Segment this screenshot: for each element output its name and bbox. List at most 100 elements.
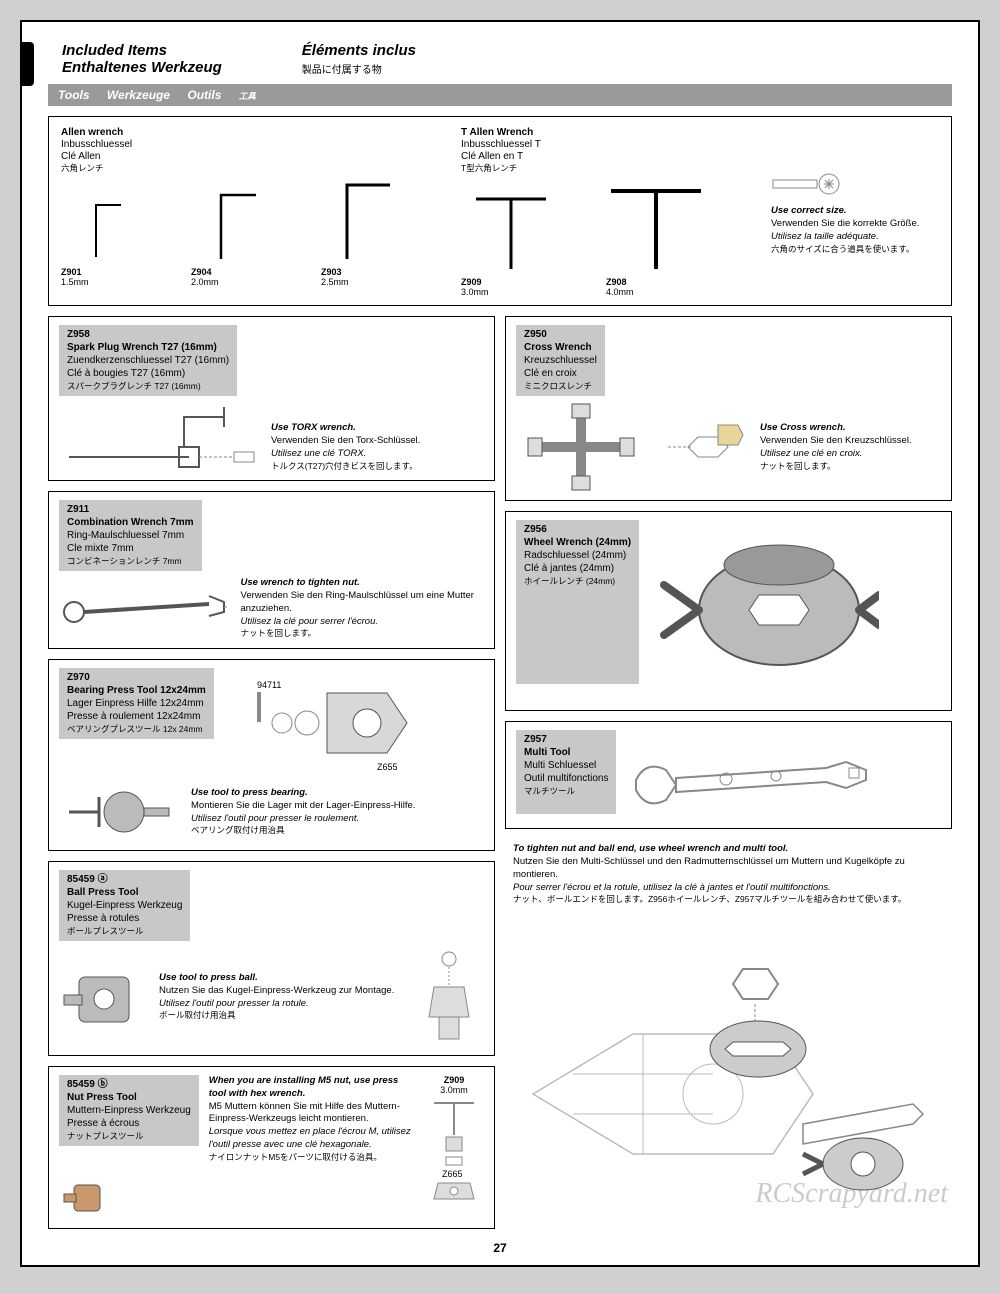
side-tab — [20, 42, 34, 86]
wheel-wrench-icon — [649, 520, 879, 690]
title-en: Cross Wrench — [524, 342, 592, 353]
spark-plug-wrench-icon — [59, 402, 259, 472]
note-jp: ナットを回します。 — [241, 628, 484, 639]
note-fr: Utilisez l'outil pour presser la rotule. — [159, 998, 404, 1011]
size: 4.0mm — [606, 287, 634, 297]
box-z958: Z958 Spark Plug Wrench T27 (16mm) Zuendk… — [48, 316, 495, 481]
multi-tool-icon — [626, 730, 886, 820]
size-note-de: Verwenden Sie die korrekte Größe. — [771, 218, 939, 231]
title-en: Nut Press Tool — [67, 1092, 137, 1103]
size-note-jp: 六角のサイズに合う道具を使います。 — [771, 244, 939, 255]
box-85459a: 85459 ⓐ Ball Press Tool Kugel-Einpress W… — [48, 861, 495, 1056]
title-de: Kugel-Einpress Werkzeug — [67, 900, 182, 911]
title-jp: スパークプラグレンチ T27 (16mm) — [67, 381, 201, 391]
size: 1.5mm — [61, 277, 89, 287]
title-de: Kreuzschluessel — [524, 355, 597, 366]
nut-press-icon — [59, 1170, 119, 1220]
note-de: Verwenden Sie den Kreuzschlüssel. — [760, 435, 912, 448]
title-en: Spark Plug Wrench T27 (16mm) — [67, 342, 217, 353]
t-allen-icon — [466, 187, 556, 277]
note-jp: ボール取付け用治具 — [159, 1010, 404, 1021]
note-en: Use tool to press bearing. — [191, 787, 415, 800]
tallen-en: T Allen Wrench — [461, 127, 721, 139]
tallen-fr: Clé Allen en T — [461, 151, 721, 163]
note-en: Use Cross wrench. — [760, 422, 912, 435]
ball-press-icon — [59, 957, 149, 1037]
title-de: Radschluessel (24mm) — [524, 550, 626, 561]
title-en: Wheel Wrench (24mm) — [524, 537, 631, 548]
note-de: Verwenden Sie den Torx-Schlüssel. — [271, 435, 420, 448]
title-jp: ボールプレスツール — [67, 926, 144, 936]
section-en: Tools — [58, 88, 90, 102]
note-jp: ナット、ボールエンドを回します。Z956ホイールレンチ、Z957マルチツールを組… — [513, 894, 944, 905]
screw-icon — [771, 169, 841, 199]
note-fr: Pour serrer l'écrou et la rotule, utilis… — [513, 882, 944, 895]
tallen-jp: T型六角レンチ — [461, 163, 721, 173]
code: Z957 — [524, 734, 547, 745]
code: 85459 ⓑ — [67, 1079, 108, 1090]
note-jp: ベアリング取付け用治具 — [191, 825, 415, 836]
title-fr: Presse à roulement 12x24mm — [67, 711, 200, 722]
title-jp: ミニクロスレンチ — [524, 381, 592, 391]
note-de: Verwenden Sie den Ring-Maulschlüssel um … — [241, 590, 484, 616]
allen-icon — [216, 187, 266, 267]
title-en: Combination Wrench 7mm — [67, 517, 194, 528]
size: 3.0mm — [461, 287, 489, 297]
code: Z909 — [461, 277, 482, 287]
title-fr: Cle mixte 7mm — [67, 543, 134, 554]
size-note-fr: Utilisez la taille adéquate. — [771, 231, 939, 244]
code: Z903 — [321, 267, 342, 277]
note-fr: Utilisez l'outil pour presser le rouleme… — [191, 813, 415, 826]
title-jp: コンビネーションレンチ 7mm — [67, 556, 182, 566]
note-en: When you are installing M5 nut, use pres… — [209, 1075, 414, 1101]
press-tool-icon — [59, 782, 179, 842]
allen-jp: 六角レンチ — [61, 163, 421, 173]
note-de: Nutzen Sie das Kugel-Einpress-Werkzeug z… — [159, 985, 404, 998]
nut-icon — [658, 417, 748, 477]
header-title-fr: Éléments inclus — [302, 42, 416, 59]
title-de: Zuendkerzenschluessel T27 (16mm) — [67, 355, 229, 366]
ref: Z909 — [444, 1075, 465, 1085]
size: 2.5mm — [321, 277, 349, 287]
code: Z908 — [606, 277, 627, 287]
t-allen-icon — [601, 177, 711, 277]
code: Z958 — [67, 329, 90, 340]
note-de: M5 Muttern können Sie mit Hilfe des Mutt… — [209, 1101, 414, 1127]
title-fr: Clé en croix — [524, 368, 577, 379]
note-jp: トルクス(T27)穴付きビスを回します。 — [271, 461, 420, 472]
tallen-de: Inbusschluessel T — [461, 139, 721, 151]
watermark: RCScrapyard.net — [755, 1178, 948, 1210]
note-de: Montieren Sie die Lager mit der Lager-Ei… — [191, 800, 415, 813]
title-en: Bearing Press Tool 12x24mm — [67, 685, 206, 696]
code: Z904 — [191, 267, 212, 277]
manual-page: Included Items Enthaltenes Werkzeug Élém… — [20, 20, 980, 1267]
note-fr: Utilisez une clé en croix. — [760, 448, 912, 461]
assembly-diagram-icon — [513, 914, 933, 1204]
title-fr: Presse à écrous — [67, 1118, 139, 1129]
section-jp: 工具 — [239, 91, 256, 101]
header-title-de: Enthaltenes Werkzeug — [62, 59, 222, 76]
title-jp: ベアリングプレスツール 12x 24mm — [67, 724, 203, 734]
cross-wrench-icon — [516, 402, 646, 492]
code: Z901 — [61, 267, 82, 277]
bearing-press-icon: 94711 Z655 — [222, 668, 422, 778]
title-en: Multi Tool — [524, 747, 570, 758]
usage-note: To tighten nut and ball end, use wheel w… — [505, 839, 952, 1208]
code: Z911 — [67, 504, 89, 515]
ref-size: 3.0mm — [440, 1085, 468, 1095]
title-en: Ball Press Tool — [67, 887, 139, 898]
allen-fr: Clé Allen — [61, 151, 421, 163]
page-header: Included Items Enthaltenes Werkzeug Élém… — [62, 42, 952, 76]
title-de: Lager Einpress Hilfe 12x24mm — [67, 698, 204, 709]
page-number: 27 — [48, 1241, 952, 1255]
ref2: Z665 — [442, 1169, 463, 1179]
allen-en: Allen wrench — [61, 127, 421, 139]
note-jp: ナットを回します。 — [760, 461, 912, 472]
box-z911: Z911 Combination Wrench 7mm Ring-Maulsch… — [48, 491, 495, 649]
box-z957: Z957 Multi Tool Multi Schluessel Outil m… — [505, 721, 952, 829]
size: 2.0mm — [191, 277, 219, 287]
box-85459b: 85459 ⓑ Nut Press Tool Muttern-Einpress … — [48, 1066, 495, 1229]
combination-wrench-icon — [59, 584, 229, 634]
note-jp: ナイロンナットM5をパーツに取付ける治具。 — [209, 1152, 414, 1163]
title-fr: Outil multifonctions — [524, 773, 608, 784]
